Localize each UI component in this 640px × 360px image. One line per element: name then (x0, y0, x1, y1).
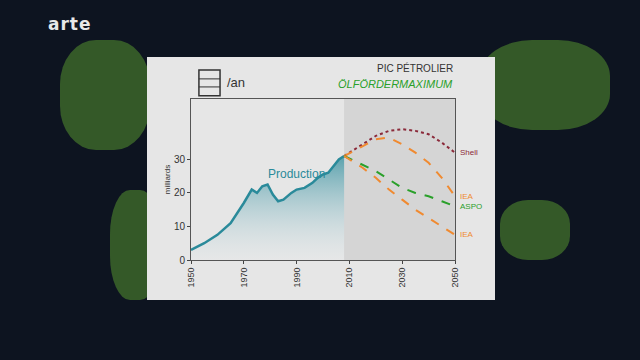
svg-text:20: 20 (174, 187, 186, 198)
svg-text:milliards: milliards (163, 165, 172, 194)
svg-text:10: 10 (174, 221, 186, 232)
svg-text:1970: 1970 (239, 268, 249, 288)
svg-text:1990: 1990 (292, 268, 302, 288)
svg-text:ASPO: ASPO (460, 202, 482, 211)
svg-text:/an: /an (227, 75, 245, 90)
svg-text:2050: 2050 (450, 268, 460, 288)
svg-text:2010: 2010 (344, 268, 354, 288)
svg-text:0: 0 (179, 255, 185, 266)
svg-text:Shell: Shell (460, 148, 478, 157)
svg-text:ÖLFÖRDERMAXIMUM: ÖLFÖRDERMAXIMUM (338, 78, 453, 90)
svg-text:IEA: IEA (460, 192, 474, 201)
svg-text:IEA: IEA (460, 230, 474, 239)
svg-text:2030: 2030 (397, 268, 407, 288)
svg-text:1950: 1950 (186, 268, 196, 288)
svg-text:30: 30 (174, 154, 186, 165)
svg-text:PIC PÉTROLIER: PIC PÉTROLIER (377, 62, 453, 74)
html-text:arte: arte (48, 14, 92, 34)
svg-text:Production: Production (268, 167, 325, 181)
